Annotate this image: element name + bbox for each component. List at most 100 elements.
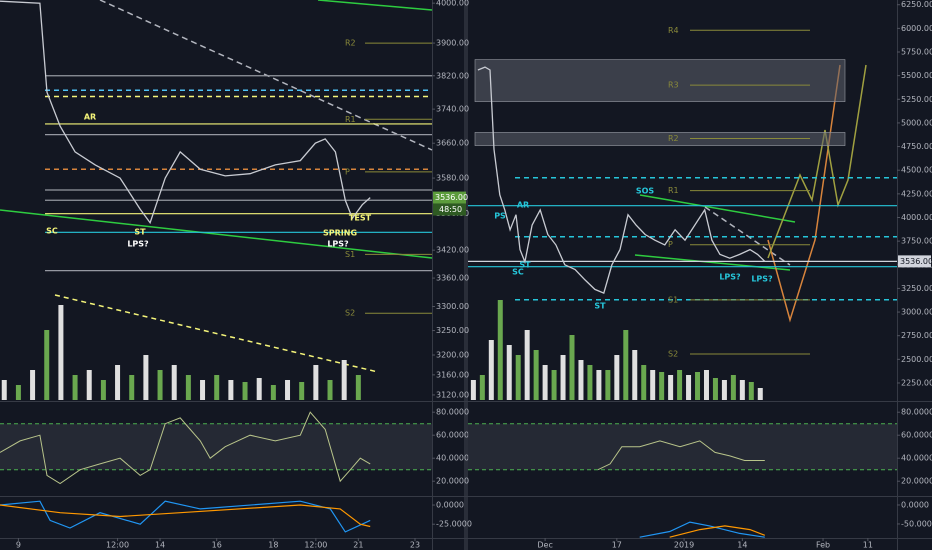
- x-tick-label: 23: [410, 541, 420, 550]
- y-tick-label: 5000.00: [901, 118, 932, 127]
- rsi-line: [597, 440, 765, 471]
- volume-bar: [157, 370, 163, 400]
- volume-bar: [560, 355, 566, 400]
- volume-bar: [488, 340, 494, 400]
- volume-bar: [214, 375, 220, 400]
- y-tick-label: 3740.00: [436, 105, 469, 114]
- countdown: 48:50: [439, 205, 462, 214]
- volume-bar: [551, 370, 557, 400]
- x-tick-label: 12:00: [304, 541, 327, 550]
- annotation: SPRING: [323, 229, 357, 238]
- volume-bar: [15, 385, 21, 400]
- y-tick-label: 3820.00: [436, 71, 469, 80]
- y-tick-label: 3120.00: [436, 390, 469, 399]
- y-tick-label: 5250.00: [901, 95, 932, 104]
- volume-bar: [313, 365, 319, 400]
- rsi-line: [0, 411, 371, 485]
- annotation: SC: [46, 227, 58, 236]
- volume-bar: [1, 380, 7, 400]
- pivot-label: R3: [668, 81, 679, 90]
- volume-bar: [497, 300, 503, 400]
- y-tick-label: 6250.00: [901, 0, 932, 9]
- y-tick-label: -50.0000: [901, 519, 932, 528]
- y-tick-label: 4750.00: [901, 142, 932, 151]
- volume-bar: [623, 330, 629, 400]
- macd-line: [669, 525, 766, 538]
- volume-bar: [712, 378, 718, 400]
- pivot-label: P: [345, 167, 350, 176]
- volume-bar: [479, 375, 485, 400]
- volume-bar: [228, 380, 234, 400]
- trend-line: [0, 209, 433, 259]
- rsi-band: [468, 423, 897, 470]
- volume-bar: [285, 380, 291, 400]
- y-tick-label: 60.0000: [436, 431, 469, 440]
- volume-bar: [695, 372, 701, 400]
- last-price-label: 3536.00: [435, 193, 468, 202]
- annotation: AR: [84, 113, 96, 122]
- annotation: PS: [494, 212, 506, 221]
- volume-bar: [30, 370, 36, 400]
- pivot-label: R2: [668, 134, 679, 143]
- volume-bar: [614, 355, 620, 400]
- price-line: [477, 66, 766, 294]
- volume-bar: [569, 335, 575, 400]
- volume-bar: [58, 305, 64, 400]
- y-tick-label: 0.0000: [901, 500, 929, 509]
- y-tick-label: 3660.00: [436, 139, 469, 148]
- volume-bar: [533, 350, 539, 400]
- volume-bar: [72, 375, 78, 400]
- annotation: ST: [519, 261, 531, 270]
- drawings: [0, 0, 867, 373]
- annotation: SOS: [636, 187, 655, 196]
- volume-bar: [748, 382, 754, 400]
- y-tick-label: 80.0000: [901, 408, 932, 417]
- volume-bar: [578, 360, 584, 400]
- x-tick-label: 18: [268, 541, 278, 550]
- trend-line: [54, 294, 379, 373]
- y-tick-label: 3900.00: [436, 39, 469, 48]
- volume-bar: [524, 330, 530, 400]
- volume-bar: [721, 380, 727, 400]
- volume-bar: [327, 380, 333, 400]
- y-tick-label: 3250.00: [436, 326, 469, 335]
- volume-bar: [341, 360, 347, 400]
- volume-bar: [650, 370, 656, 400]
- y-tick-label: 3360.00: [436, 274, 469, 283]
- annotation: ST: [594, 302, 606, 311]
- volume-bar: [256, 378, 262, 400]
- x-tick-label: 9: [16, 541, 21, 550]
- annotation: LPS?: [751, 275, 773, 284]
- volume-bar: [641, 365, 647, 400]
- rsi-band: [0, 423, 432, 470]
- y-tick-label: -25.0000: [436, 520, 472, 529]
- y-tick-label: 2500.00: [901, 355, 932, 364]
- volume-bar: [270, 385, 276, 400]
- volume-bar: [596, 370, 602, 400]
- volume-bar: [632, 350, 638, 400]
- x-tick-label: 16: [212, 541, 222, 550]
- last-price-label: 3536.00: [900, 257, 932, 266]
- y-tick-label: 0.0000: [436, 501, 464, 510]
- x-tick-label: 21: [353, 541, 363, 550]
- pivot-label: S2: [345, 309, 355, 318]
- annotation: TEST: [349, 214, 372, 223]
- volume-bar: [757, 388, 763, 400]
- y-tick-label: 4250.00: [901, 189, 932, 198]
- y-tick-label: 3300.00: [436, 302, 469, 311]
- x-tick-label: Feb: [816, 541, 830, 550]
- y-tick-label: 3160.00: [436, 370, 469, 379]
- pivot-label: R4: [668, 26, 679, 35]
- volume-bar: [171, 365, 177, 400]
- countdown-box: [433, 203, 466, 216]
- pivot-label: P: [668, 240, 673, 249]
- zone-box: [474, 132, 846, 146]
- pivot-label: S1: [668, 295, 678, 304]
- volume-bar: [185, 375, 191, 400]
- trend-line: [317, 0, 433, 11]
- volume-bar: [659, 372, 665, 400]
- volume-bar: [730, 375, 736, 400]
- volume-bar: [86, 370, 92, 400]
- y-tick-label: 20.0000: [436, 477, 469, 486]
